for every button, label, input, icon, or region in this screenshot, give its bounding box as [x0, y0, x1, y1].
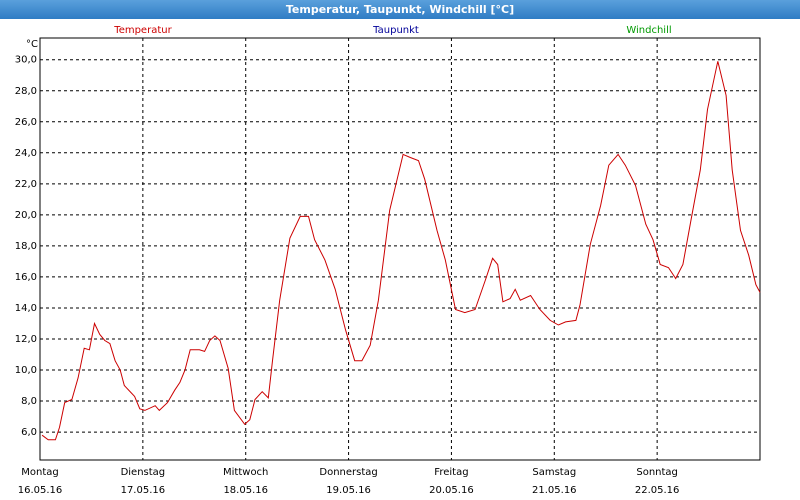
x-tick-label: 16.05.16 — [18, 485, 63, 496]
y-tick-label: 8,0 — [21, 396, 37, 407]
x-tick-label: Samstag — [532, 467, 576, 478]
data-line — [41, 61, 761, 441]
legend-entry: Windchill — [626, 25, 671, 36]
x-tick-label: 17.05.16 — [121, 485, 166, 496]
x-tick-label: Donnerstag — [319, 467, 377, 478]
x-tick-label: Dienstag — [121, 467, 166, 478]
y-tick-label: 18,0 — [15, 241, 37, 252]
y-tick-label: 26,0 — [15, 117, 37, 128]
y-tick-label: 6,0 — [21, 427, 37, 438]
y-tick-label: 10,0 — [15, 365, 37, 376]
x-tick-label: Montag — [21, 467, 58, 478]
legend-entry: Taupunkt — [372, 25, 419, 36]
x-tick-label: 18.05.16 — [223, 485, 268, 496]
y-tick-label: 16,0 — [15, 272, 37, 283]
x-tick-label: 22.05.16 — [635, 485, 680, 496]
x-tick-label: Mittwoch — [223, 467, 268, 478]
legend-entry: Temperatur — [113, 25, 172, 36]
y-tick-label: 28,0 — [15, 86, 37, 97]
y-tick-label: 20,0 — [15, 210, 37, 221]
plot-frame — [39, 37, 761, 461]
chart-title: Temperatur, Taupunkt, Windchill [°C] — [0, 0, 800, 19]
y-tick-label: 22,0 — [15, 179, 37, 190]
y-tick-label: 24,0 — [15, 148, 37, 159]
x-tick-label: 21.05.16 — [532, 485, 577, 496]
x-tick-label: 19.05.16 — [326, 485, 371, 496]
x-tick-label: Freitag — [434, 467, 468, 478]
y-tick-label: 12,0 — [15, 334, 37, 345]
y-unit: °C — [26, 39, 38, 50]
y-tick-label: 14,0 — [15, 303, 37, 314]
x-tick-label: Sonntag — [636, 467, 678, 478]
y-tick-label: 30,0 — [15, 55, 37, 66]
x-tick-label: 20.05.16 — [429, 485, 474, 496]
